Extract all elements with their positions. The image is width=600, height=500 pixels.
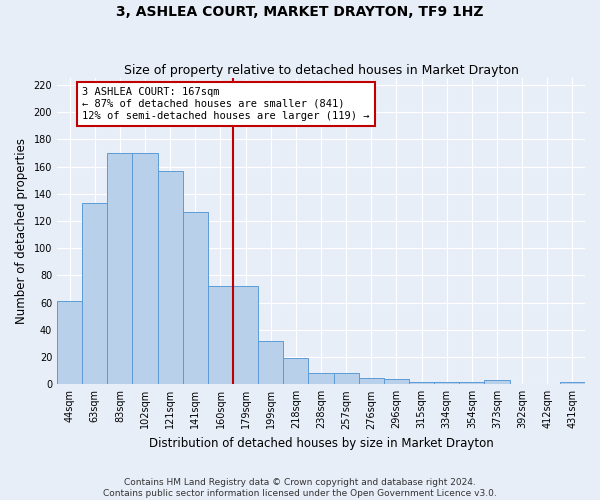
Bar: [359, 378, 384, 384]
Text: 3, ASHLEA COURT, MARKET DRAYTON, TF9 1HZ: 3, ASHLEA COURT, MARKET DRAYTON, TF9 1HZ: [116, 5, 484, 19]
Bar: [158, 170, 183, 384]
Bar: [459, 382, 484, 384]
Bar: [183, 212, 208, 384]
Bar: [107, 153, 133, 384]
Bar: [258, 341, 283, 384]
Bar: [308, 374, 334, 384]
Bar: [434, 382, 459, 384]
Bar: [560, 382, 585, 384]
Y-axis label: Number of detached properties: Number of detached properties: [15, 138, 28, 324]
Bar: [384, 379, 409, 384]
Bar: [208, 286, 233, 384]
Title: Size of property relative to detached houses in Market Drayton: Size of property relative to detached ho…: [124, 64, 518, 77]
X-axis label: Distribution of detached houses by size in Market Drayton: Distribution of detached houses by size …: [149, 437, 493, 450]
Bar: [484, 380, 509, 384]
Bar: [82, 204, 107, 384]
Bar: [133, 153, 158, 384]
Bar: [283, 358, 308, 384]
Bar: [57, 302, 82, 384]
Bar: [334, 374, 359, 384]
Text: 3 ASHLEA COURT: 167sqm
← 87% of detached houses are smaller (841)
12% of semi-de: 3 ASHLEA COURT: 167sqm ← 87% of detached…: [82, 88, 370, 120]
Bar: [233, 286, 258, 384]
Bar: [409, 382, 434, 384]
Text: Contains HM Land Registry data © Crown copyright and database right 2024.
Contai: Contains HM Land Registry data © Crown c…: [103, 478, 497, 498]
